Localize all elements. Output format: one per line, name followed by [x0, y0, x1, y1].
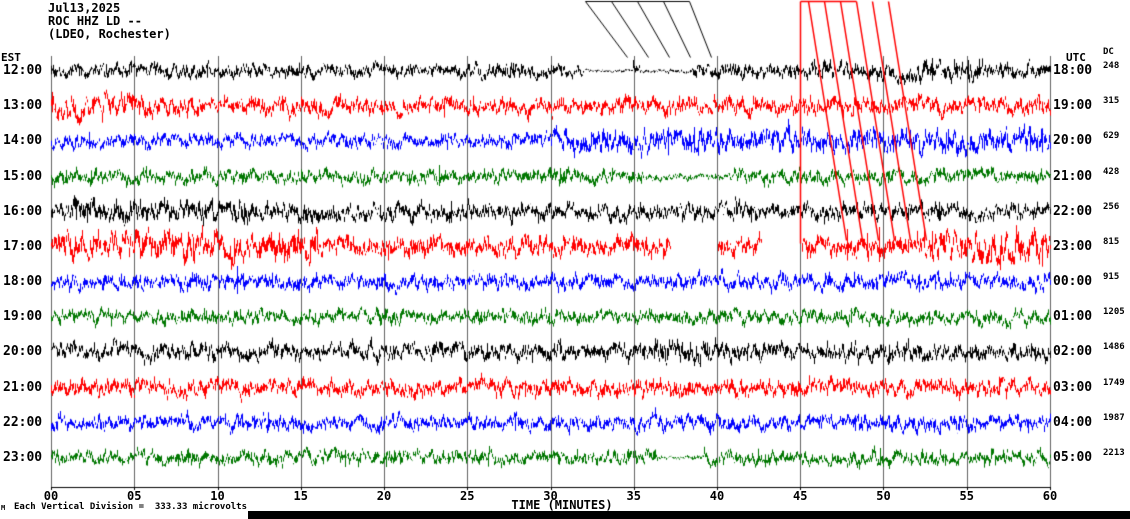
utc-time-label: 21:00	[1053, 169, 1093, 184]
scale-note: Each Vertical Division = 333.33 microvol…	[14, 502, 247, 512]
x-tick-label: 40	[709, 489, 725, 503]
footer-mark: M	[1, 504, 6, 512]
dc-axis-label: DC	[1103, 47, 1114, 57]
header-date: Jul13,2025	[48, 1, 121, 15]
est-time-label: 18:00	[3, 274, 43, 289]
right-axis-label-utc: UTC	[1066, 51, 1086, 64]
est-time-label: 16:00	[3, 204, 43, 219]
est-time-label: 21:00	[3, 380, 43, 395]
utc-time-label: 04:00	[1053, 415, 1093, 430]
utc-time-label: 01:00	[1053, 309, 1093, 324]
est-time-label: 17:00	[3, 239, 43, 254]
x-tick-label: 35	[626, 489, 641, 503]
utc-time-label: 19:00	[1053, 98, 1093, 113]
footer-bar	[248, 511, 1130, 519]
x-tick-label: 15	[293, 489, 308, 503]
dc-value: 428	[1103, 167, 1120, 177]
x-tick-label: 50	[876, 489, 891, 503]
x-tick-label: 60	[1042, 489, 1058, 503]
x-tick-label: 00	[43, 489, 59, 503]
utc-time-label: 23:00	[1053, 239, 1093, 254]
x-tick-label: 05	[127, 489, 142, 503]
utc-time-label: 02:00	[1053, 344, 1093, 359]
x-tick-label: 10	[210, 489, 225, 503]
utc-time-label: 05:00	[1053, 450, 1093, 465]
utc-time-label: 00:00	[1053, 274, 1093, 289]
dc-value: 1987	[1103, 413, 1125, 423]
dc-value: 1486	[1103, 342, 1125, 352]
x-tick-label: 30	[543, 489, 558, 503]
utc-time-label: 03:00	[1053, 380, 1093, 395]
utc-time-label: 22:00	[1053, 204, 1093, 219]
est-time-label: 12:00	[3, 63, 43, 78]
est-time-label: 13:00	[3, 98, 43, 113]
x-tick-label: 25	[460, 489, 475, 503]
est-time-label: 14:00	[3, 133, 43, 148]
est-time-label: 15:00	[3, 169, 43, 184]
x-axis-title: TIME (MINUTES)	[511, 498, 613, 512]
x-tick-label: 20	[376, 489, 392, 503]
x-tick-label: 45	[793, 489, 808, 503]
dc-value: 256	[1103, 202, 1120, 212]
dc-value: 1749	[1103, 378, 1125, 388]
utc-time-label: 18:00	[1053, 63, 1093, 78]
header-station: ROC HHZ LD --	[48, 14, 142, 28]
left-axis-label-est: EST	[1, 51, 21, 64]
header-network: (LDEO, Rochester)	[48, 27, 171, 41]
est-time-label: 19:00	[3, 309, 43, 324]
est-time-label: 20:00	[3, 344, 43, 359]
utc-time-label: 20:00	[1053, 133, 1093, 148]
dc-value: 2213	[1103, 448, 1125, 458]
est-time-label: 22:00	[3, 415, 43, 430]
dc-value: 248	[1103, 61, 1120, 71]
est-time-label: 23:00	[3, 450, 43, 465]
dc-value: 629	[1103, 131, 1120, 141]
dc-value: 1205	[1103, 307, 1125, 317]
dc-value: 815	[1103, 237, 1120, 247]
dc-value: 315	[1103, 96, 1120, 106]
dc-value: 915	[1103, 272, 1120, 282]
x-tick-label: 55	[959, 489, 974, 503]
